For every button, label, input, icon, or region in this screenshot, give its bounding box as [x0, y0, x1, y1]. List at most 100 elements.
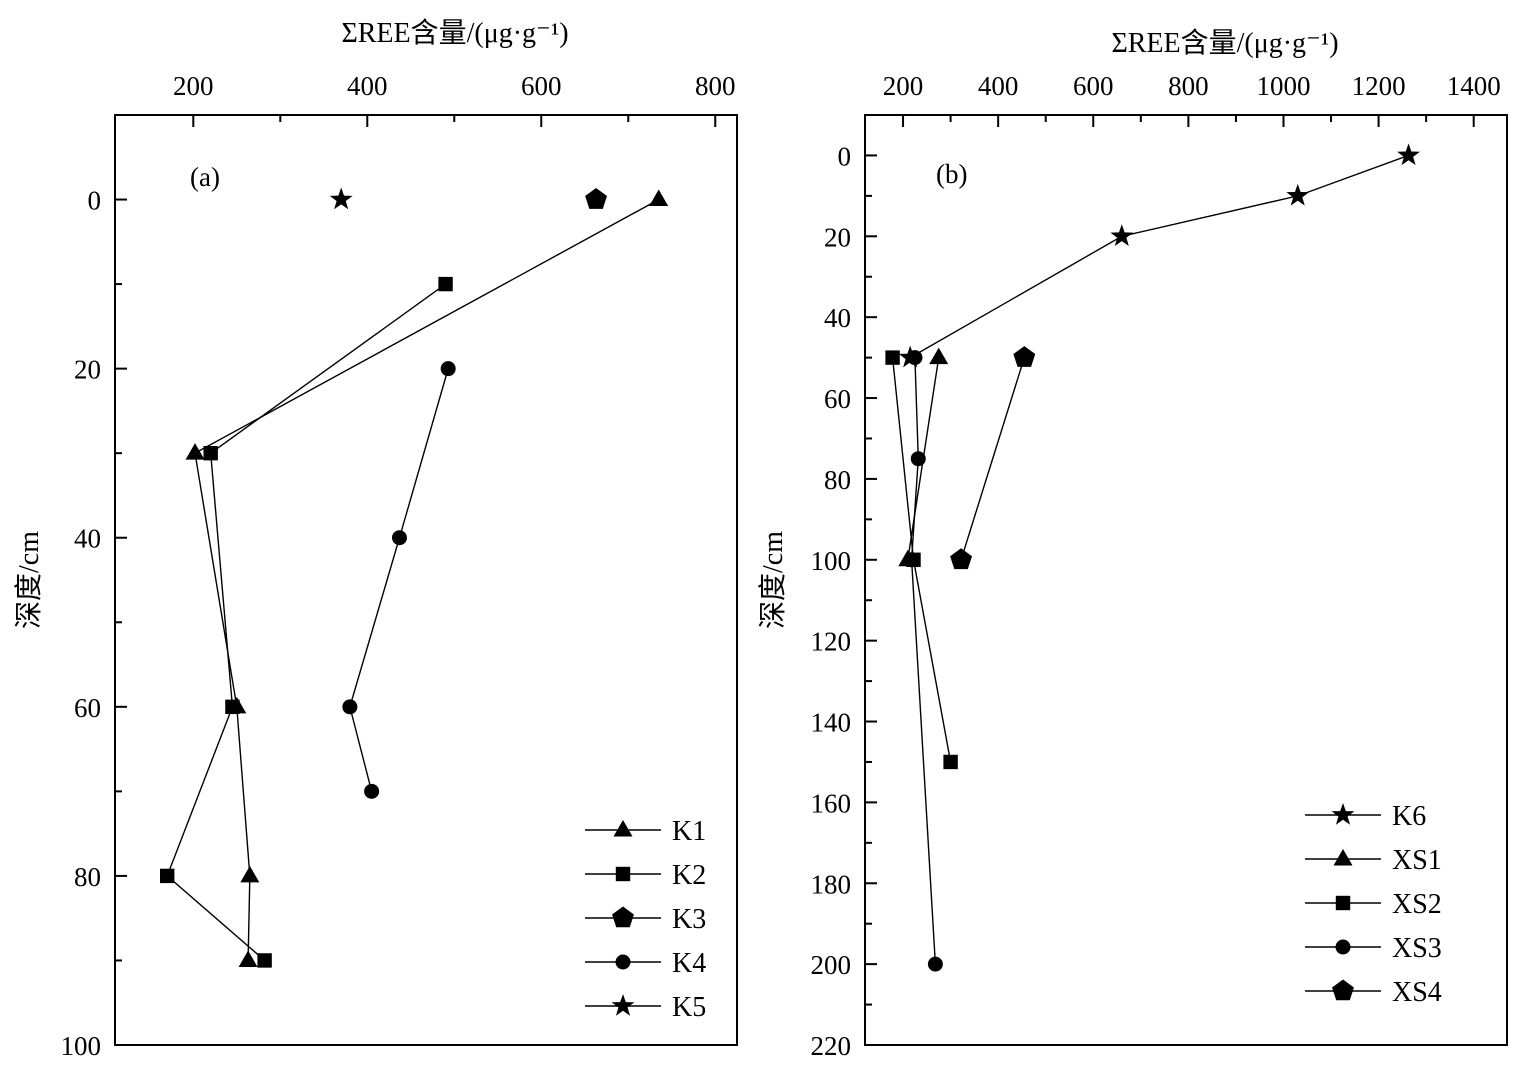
legend-label: K2	[672, 860, 706, 891]
legend-marker	[1335, 895, 1351, 911]
legend-entry: K6	[1305, 801, 1426, 832]
y-tick-label: 160	[811, 788, 852, 818]
legend-entry: K5	[585, 992, 706, 1023]
data-point	[391, 530, 407, 546]
legend: K1 K2 K3 K4 K5	[585, 816, 706, 1023]
x-axis-title: ΣREE含量/(μg·g⁻¹)	[1111, 27, 1338, 59]
data-point	[1397, 143, 1420, 166]
x-tick-label: 800	[695, 71, 736, 101]
series-line	[891, 357, 952, 763]
legend-label: XS1	[1392, 845, 1442, 876]
legend-label: XS4	[1392, 977, 1442, 1008]
legend-marker	[612, 906, 634, 928]
legend-entry: K1	[585, 816, 706, 847]
x-tick-label: 1400	[1447, 71, 1501, 101]
data-point	[929, 347, 949, 365]
series-K6	[898, 143, 1420, 368]
legend-marker	[615, 954, 631, 970]
y-tick-label: 180	[811, 869, 852, 899]
axis-ticks: 200 400 600 800 1000 1200 1400 0 20 40 60 80 100 120 1…	[811, 71, 1501, 1061]
data-point	[225, 699, 240, 715]
data-point	[329, 187, 353, 210]
legend-entry: K3	[585, 904, 706, 935]
data-point	[185, 443, 205, 460]
plot-frame	[114, 114, 738, 1046]
series-XS4	[950, 346, 1036, 570]
legend-entry: K2	[585, 860, 706, 891]
y-tick-label: 0	[838, 141, 852, 171]
data-point	[438, 276, 453, 292]
y-tick-label: 80	[74, 862, 101, 892]
data-point	[910, 451, 926, 467]
x-tick-label: 200	[173, 71, 214, 101]
y-tick-label: 200	[811, 950, 852, 980]
data-point	[203, 445, 218, 461]
y-tick-label: 40	[824, 303, 851, 333]
legend-entry: K4	[585, 948, 706, 979]
legend-label: XS3	[1392, 933, 1442, 964]
x-tick-label: 200	[883, 71, 924, 101]
y-tick-label: 60	[824, 384, 851, 414]
plot-frame	[864, 114, 1508, 1046]
data-point	[440, 361, 456, 377]
series-K3	[585, 188, 608, 209]
x-tick-label: 1000	[1256, 71, 1310, 101]
data-point	[927, 956, 943, 972]
series-line	[910, 357, 937, 965]
legend-label: XS2	[1392, 889, 1442, 920]
series-K2	[159, 276, 453, 968]
chart-panel-a: (a) ΣREE含量/(μg·g⁻¹) 深度/cm 200 400 600 800 0 2…	[13, 17, 738, 1061]
x-tick-label: 400	[978, 71, 1019, 101]
x-axis-title: ΣREE含量/(μg·g⁻¹)	[341, 17, 568, 49]
data-point	[1286, 183, 1310, 206]
x-tick-label: 400	[347, 71, 388, 101]
legend-marker	[611, 994, 635, 1016]
y-tick-label: 120	[811, 627, 852, 657]
legend-marker	[1331, 803, 1355, 825]
chart-panel-b: (b) ΣREE含量/(μg·g⁻¹) 深度/cm 200 400 600 800 10…	[757, 27, 1508, 1061]
data-point	[585, 188, 608, 209]
y-tick-label: 20	[74, 355, 101, 385]
x-tick-label: 600	[521, 71, 562, 101]
legend-entry: XS1	[1305, 845, 1442, 876]
panel-label: (b)	[936, 159, 967, 189]
data-point	[885, 350, 900, 365]
legend-label: K6	[1392, 801, 1426, 832]
legend-label: K3	[672, 904, 706, 935]
data-point	[159, 868, 175, 884]
legend-entry: XS3	[1305, 933, 1442, 964]
legend-marker	[615, 866, 631, 882]
x-tick-label: 800	[1168, 71, 1209, 101]
legend-label: K5	[672, 992, 706, 1023]
legend-label: K1	[672, 816, 706, 847]
axis-ticks: 200 400 600 800 0 20 40 60 80 100	[61, 71, 736, 1061]
y-tick-label: 100	[61, 1031, 102, 1061]
series-line	[194, 198, 660, 961]
data-point	[1013, 346, 1036, 367]
panel-label: (a)	[190, 162, 220, 192]
data-point	[238, 950, 258, 967]
y-tick-label: 80	[824, 465, 851, 495]
legend-marker	[1332, 979, 1354, 1001]
y-tick-label: 40	[74, 524, 101, 554]
y-axis-title: 深度/cm	[13, 531, 45, 629]
legend-entry: XS2	[1305, 889, 1442, 920]
legend-marker	[1333, 849, 1353, 866]
series-layer	[159, 187, 669, 968]
y-tick-label: 0	[88, 186, 102, 216]
legend-label: K4	[672, 948, 706, 979]
data-point	[649, 189, 669, 207]
legend-marker	[1335, 939, 1351, 955]
series-line	[909, 154, 1409, 359]
legend: K6 XS1 XS2 XS3 XS4	[1305, 801, 1442, 1008]
legend-entry: XS4	[1305, 977, 1442, 1008]
series-K1	[185, 189, 669, 967]
data-point	[904, 552, 920, 568]
y-tick-label: 220	[811, 1031, 852, 1061]
data-point	[950, 548, 972, 570]
data-point	[943, 754, 958, 770]
y-tick-label: 100	[811, 546, 852, 576]
y-tick-label: 140	[811, 708, 852, 738]
x-tick-label: 1200	[1352, 71, 1406, 101]
